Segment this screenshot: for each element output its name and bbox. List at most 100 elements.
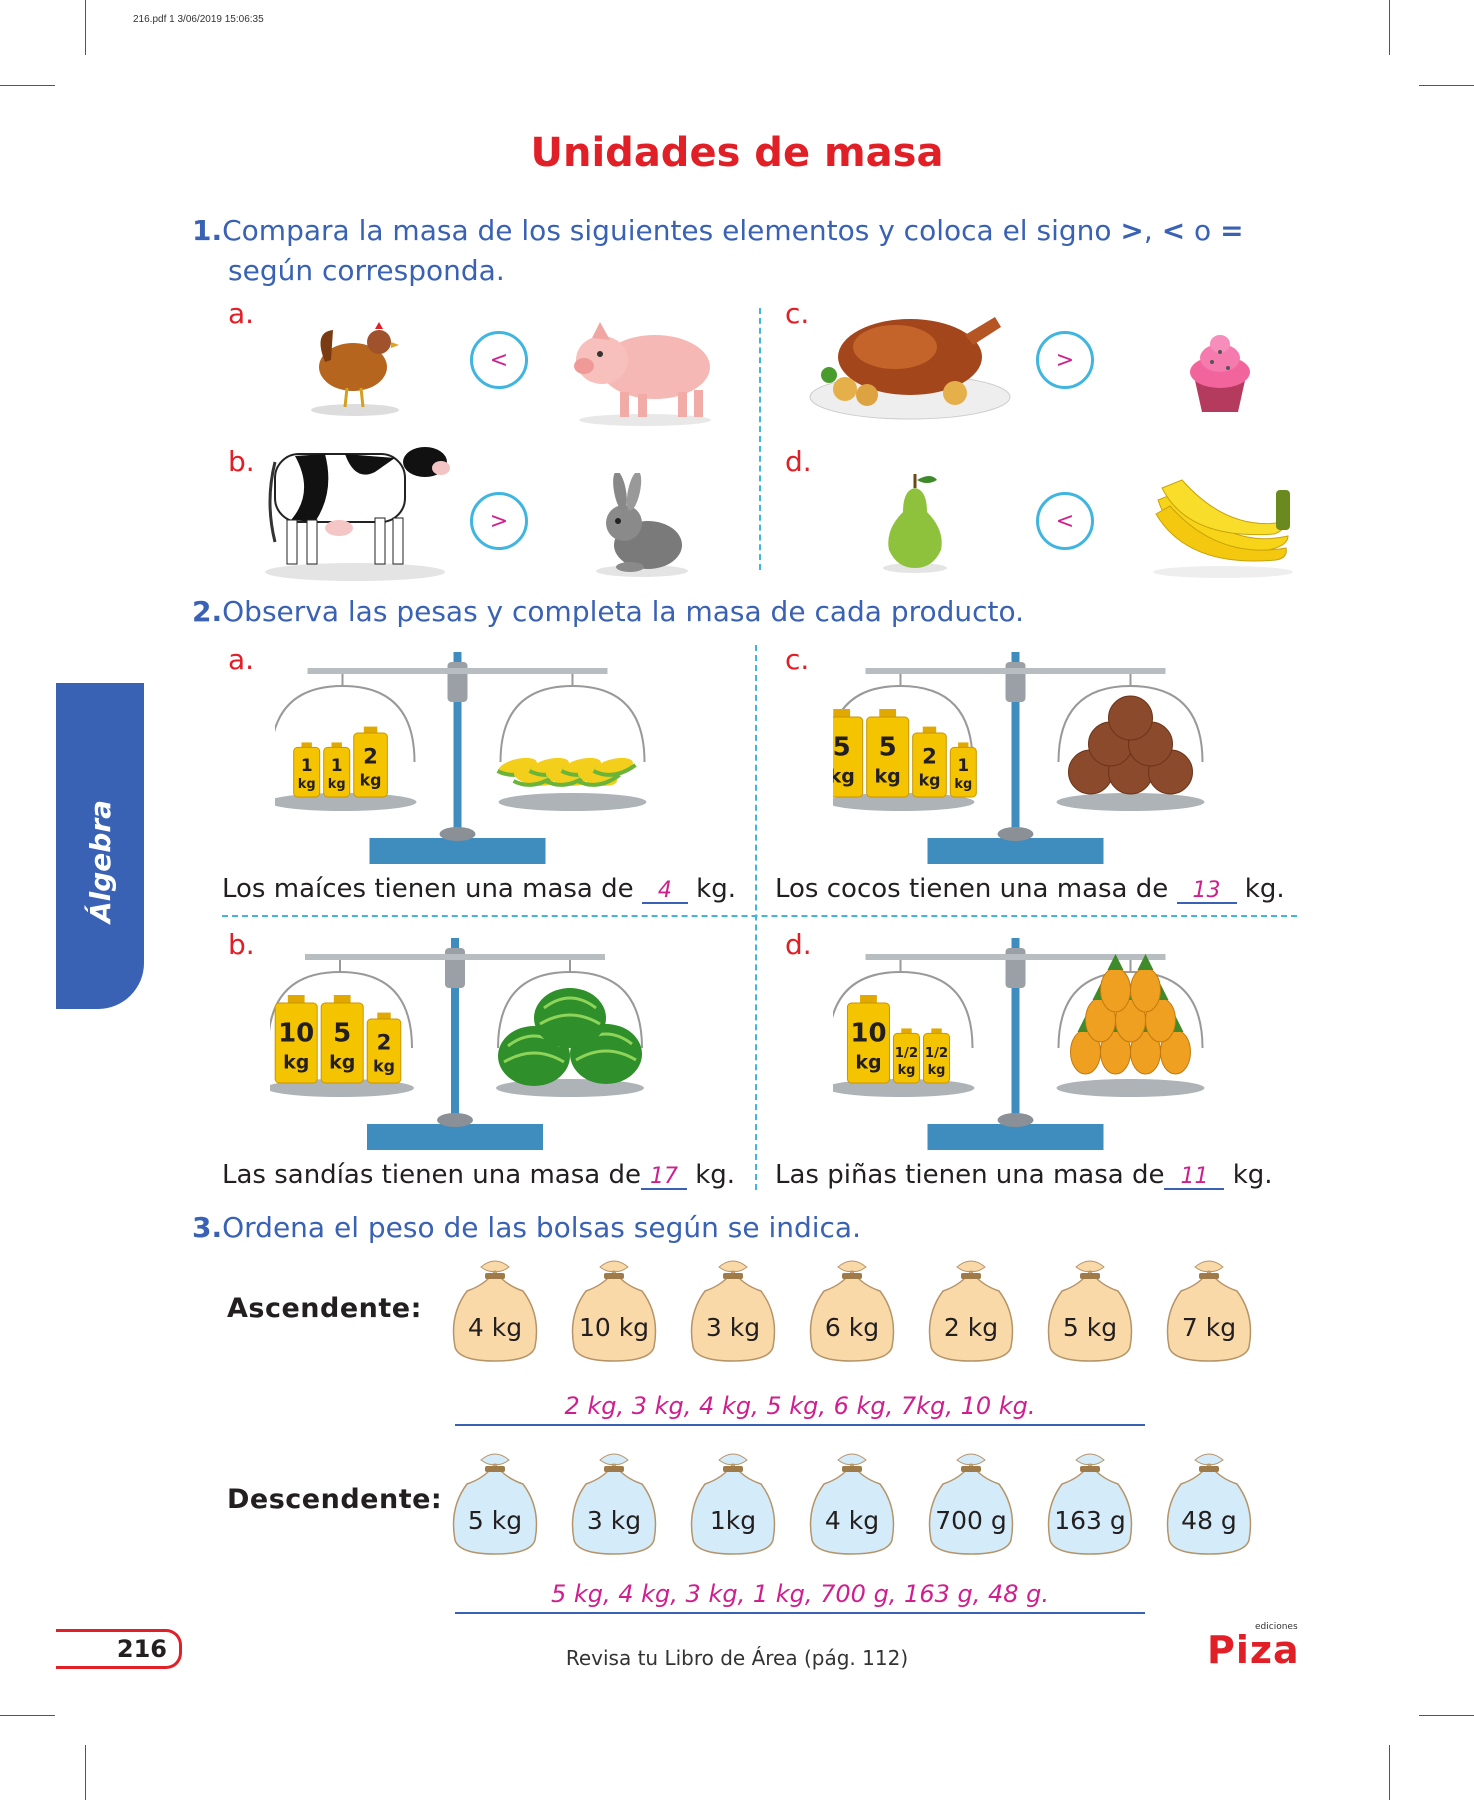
- weight-block: 1/2 kg: [892, 1028, 920, 1084]
- q2-letter-c: c.: [785, 643, 810, 676]
- bag-weight-label: 5 kg: [1062, 1313, 1118, 1342]
- answer-field[interactable]: 4: [641, 880, 688, 904]
- weight-block: 1 kg: [323, 742, 351, 798]
- sign-lt: <: [1161, 214, 1186, 247]
- q3-text: Ordena el peso de las bolsas según se in…: [222, 1211, 861, 1244]
- bag: 2 kg: [921, 1255, 1021, 1365]
- bag: 1kg: [683, 1448, 783, 1558]
- weight-block: 2kg: [366, 1012, 402, 1084]
- bag-weight-label: 2 kg: [943, 1313, 999, 1342]
- crop-mark: [1419, 1715, 1474, 1716]
- q1-b-sign[interactable]: >: [470, 492, 528, 550]
- q2-statement: 2.Observa las pesas y completa la masa d…: [192, 594, 1024, 634]
- bag: 48 g: [1159, 1448, 1259, 1558]
- sign-gt: >: [1120, 214, 1144, 247]
- svg-text:kg: kg: [855, 1052, 881, 1074]
- publisher-logo: Piza: [1207, 1628, 1300, 1672]
- q2-letter-d: d.: [785, 928, 812, 961]
- q1-letter-c: c.: [785, 297, 810, 330]
- bag-icon: [571, 1453, 657, 1555]
- bag-weight-label: 700 g: [935, 1506, 1007, 1535]
- crop-mark: [1389, 1745, 1390, 1800]
- svg-text:kg: kg: [919, 770, 941, 789]
- ascending-answer-line: [455, 1424, 1145, 1426]
- cow-image: [265, 447, 450, 581]
- page-number-text: 216: [116, 1635, 167, 1663]
- descending-answer[interactable]: 5 kg, 4 kg, 3 kg, 1 kg, 700 g, 163 g, 48…: [550, 1580, 1050, 1608]
- svg-text:1/2: 1/2: [895, 1046, 918, 1061]
- answer-field[interactable]: 17: [640, 1166, 687, 1190]
- svg-text:kg: kg: [283, 1052, 309, 1074]
- svg-text:kg: kg: [875, 766, 901, 788]
- q2-a-caption: Los maíces tienen una masa de 4 kg.: [222, 874, 736, 904]
- q1-or: o: [1185, 214, 1221, 247]
- q3-statement: 3.Ordena el peso de las bolsas según se …: [192, 1210, 861, 1250]
- bag-icon: [690, 1453, 776, 1555]
- svg-text:2: 2: [922, 744, 937, 769]
- q1-letter-a: a.: [228, 297, 255, 330]
- q1-c-sign[interactable]: >: [1036, 331, 1094, 389]
- caption-unit: kg.: [687, 874, 736, 904]
- page-title: Unidades de masa: [530, 130, 944, 176]
- bag-weight-label: 3 kg: [586, 1506, 642, 1535]
- svg-text:5: 5: [833, 732, 851, 762]
- sign-eq: =: [1220, 214, 1244, 247]
- bag-weight-label: 163 g: [1054, 1506, 1126, 1535]
- weight-block: 5 kg: [320, 995, 364, 1084]
- weight-block: 10 kg: [274, 995, 318, 1084]
- caption-text: Los cocos tienen una masa de: [775, 874, 1177, 904]
- ascending-answer[interactable]: 2 kg, 3 kg, 4 kg, 5 kg, 6 kg, 7kg, 10 kg…: [564, 1392, 1036, 1420]
- bag-icon: [452, 1260, 538, 1362]
- caption-unit: kg.: [1224, 1160, 1273, 1190]
- bag-weight-label: 1kg: [709, 1506, 757, 1535]
- bag-weight-label: 5 kg: [467, 1506, 523, 1535]
- svg-text:5: 5: [333, 1018, 351, 1048]
- weight-block: 2kg: [912, 726, 947, 798]
- svg-text:kg: kg: [360, 770, 382, 789]
- q2-vertical-divider: [755, 645, 757, 1190]
- bag: 6 kg: [802, 1255, 902, 1365]
- bag-icon: [928, 1260, 1014, 1362]
- crop-mark: [1389, 0, 1390, 55]
- descending-label: Descendente:: [227, 1484, 443, 1515]
- svg-text:kg: kg: [329, 1052, 355, 1074]
- chicken-image: [311, 322, 399, 416]
- svg-text:1: 1: [957, 755, 969, 775]
- bag-weight-label: 4 kg: [824, 1506, 880, 1535]
- crop-mark: [0, 1715, 55, 1716]
- corn-icon: [496, 757, 637, 787]
- caption-unit: kg.: [686, 1160, 736, 1190]
- q1-text: Compara la masa de los siguientes elemen…: [222, 214, 1121, 247]
- descending-answer-line: [455, 1612, 1145, 1614]
- bag: 700 g: [921, 1448, 1021, 1558]
- bag-weight-label: 7 kg: [1181, 1313, 1237, 1342]
- bag-weight-label: 48 g: [1181, 1506, 1237, 1535]
- weight-block: 1 kg: [293, 742, 321, 798]
- q1-a-sign[interactable]: <: [470, 331, 528, 389]
- bag: 5 kg: [445, 1448, 545, 1558]
- q1-d-sign[interactable]: <: [1036, 492, 1094, 550]
- cupcake-image: [1190, 335, 1250, 412]
- bag: 4 kg: [802, 1448, 902, 1558]
- q2-d-caption: Las piñas tienen una masa de 11 kg.: [775, 1160, 1273, 1190]
- weight-block: 1/2 kg: [923, 1028, 951, 1084]
- answer-field[interactable]: 11: [1164, 1166, 1225, 1190]
- svg-text:kg: kg: [833, 766, 855, 788]
- bag: 3 kg: [683, 1255, 783, 1365]
- balance-scale: 10 kg 1/2 kg 1/2 kg: [833, 938, 1205, 1150]
- q2-b-caption: Las sandías tienen una masa de 17 kg.: [222, 1160, 735, 1190]
- q1-letter-d: d.: [785, 445, 812, 478]
- svg-text:kg: kg: [954, 777, 972, 792]
- crop-mark: [85, 1745, 86, 1800]
- answer-field[interactable]: 13: [1176, 880, 1237, 904]
- svg-text:2: 2: [377, 1030, 392, 1055]
- q1-number: 1.: [192, 214, 223, 247]
- q2-letter-b: b.: [228, 928, 255, 961]
- side-tab: Álgebra: [56, 683, 144, 1009]
- bag: 4 kg: [445, 1255, 545, 1365]
- svg-text:kg: kg: [373, 1056, 395, 1075]
- svg-text:10: 10: [850, 1018, 886, 1048]
